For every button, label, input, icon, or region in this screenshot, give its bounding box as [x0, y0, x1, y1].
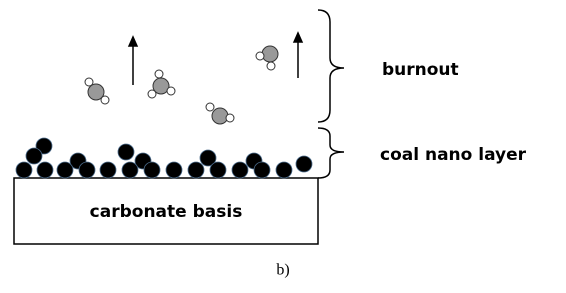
coal-particle — [296, 156, 312, 172]
coal-particle — [122, 162, 138, 178]
molecules — [85, 46, 278, 124]
coal-particle — [79, 162, 95, 178]
basis-label: carbonate basis — [90, 202, 243, 222]
coal-particle — [37, 162, 53, 178]
coal-particle — [232, 162, 248, 178]
coal-particle — [276, 162, 292, 178]
caption: b) — [276, 262, 289, 279]
coal-particle — [188, 162, 204, 178]
diagram: burnout coal nano layer carbonate basis … — [0, 0, 566, 293]
coal-particle — [26, 148, 42, 164]
coal-particle — [254, 162, 270, 178]
coal-particle — [118, 144, 134, 160]
coal-particle — [210, 162, 226, 178]
coal-particle — [166, 162, 182, 178]
braces — [318, 10, 344, 178]
coal-particle — [57, 162, 73, 178]
coal-particle — [100, 162, 116, 178]
burnout-label: burnout — [382, 60, 459, 80]
coal-particles — [16, 138, 312, 178]
coal-particle — [144, 162, 160, 178]
coal-particle — [16, 162, 32, 178]
layer-label: coal nano layer — [380, 145, 527, 165]
